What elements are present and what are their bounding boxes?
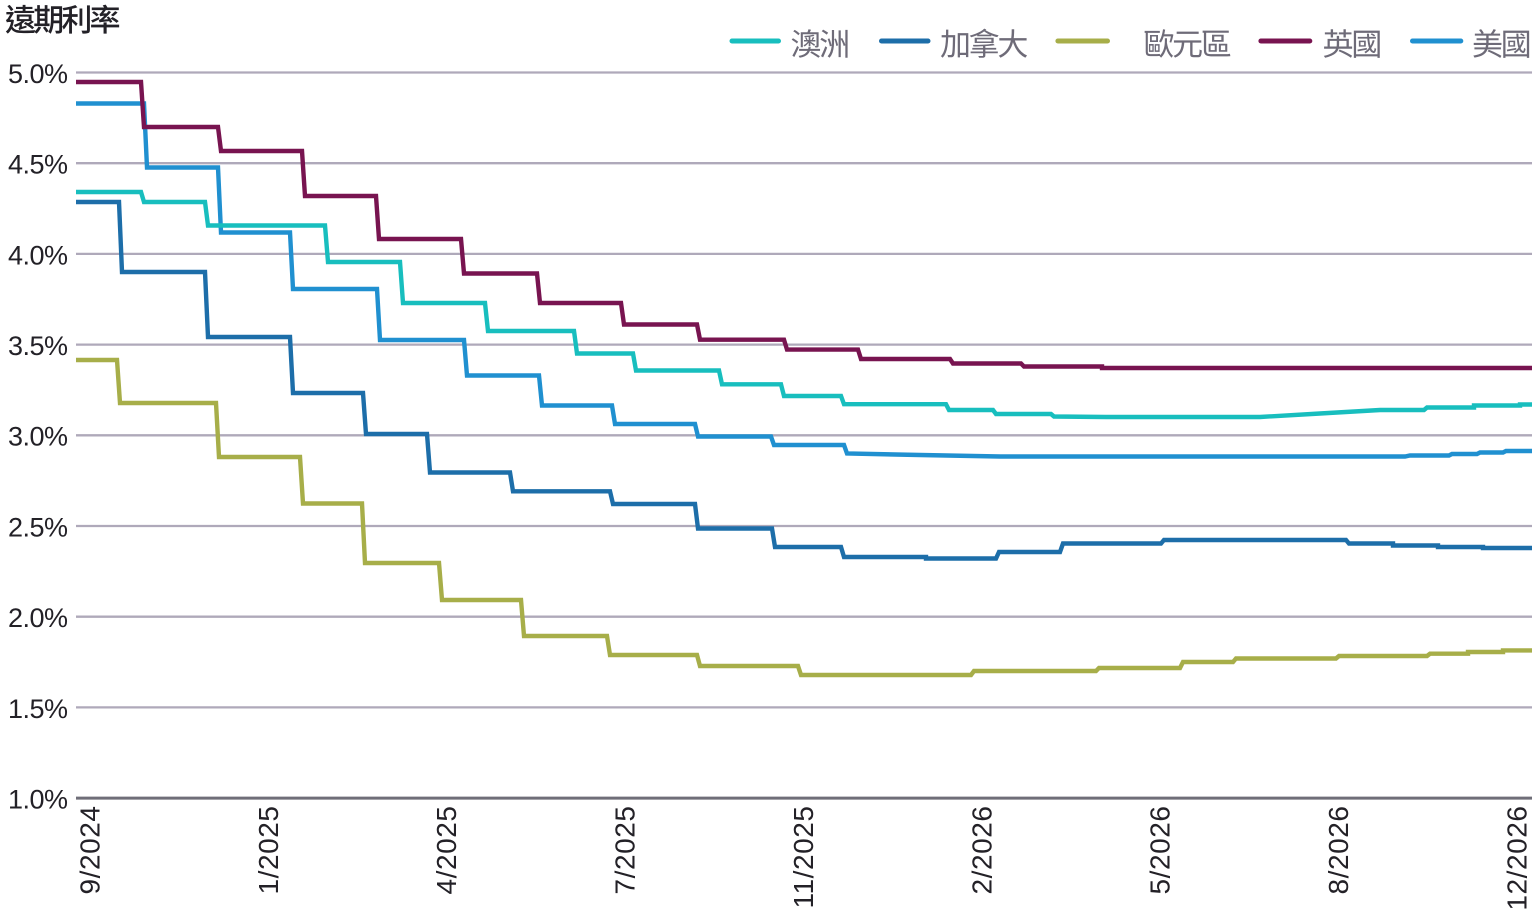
svg-text:5/2026: 5/2026: [1145, 806, 1176, 895]
svg-text:4.0%: 4.0%: [8, 240, 68, 270]
svg-text:2.0%: 2.0%: [8, 603, 68, 633]
svg-text:5.0%: 5.0%: [8, 59, 68, 89]
svg-text:2.5%: 2.5%: [8, 512, 68, 542]
svg-text:7/2025: 7/2025: [610, 806, 641, 895]
svg-text:9/2024: 9/2024: [75, 806, 106, 895]
svg-text:8/2026: 8/2026: [1323, 806, 1354, 895]
svg-text:4/2025: 4/2025: [431, 806, 462, 895]
svg-text:2/2026: 2/2026: [966, 806, 997, 895]
svg-text:1.5%: 1.5%: [8, 694, 68, 724]
svg-text:4.5%: 4.5%: [8, 150, 68, 180]
svg-text:3.0%: 3.0%: [8, 422, 68, 452]
svg-text:11/2025: 11/2025: [788, 806, 819, 909]
svg-text:1/2025: 1/2025: [253, 806, 284, 895]
svg-text:1.0%: 1.0%: [8, 785, 68, 815]
svg-text:12/2026: 12/2026: [1502, 806, 1532, 911]
svg-text:3.5%: 3.5%: [8, 331, 68, 361]
